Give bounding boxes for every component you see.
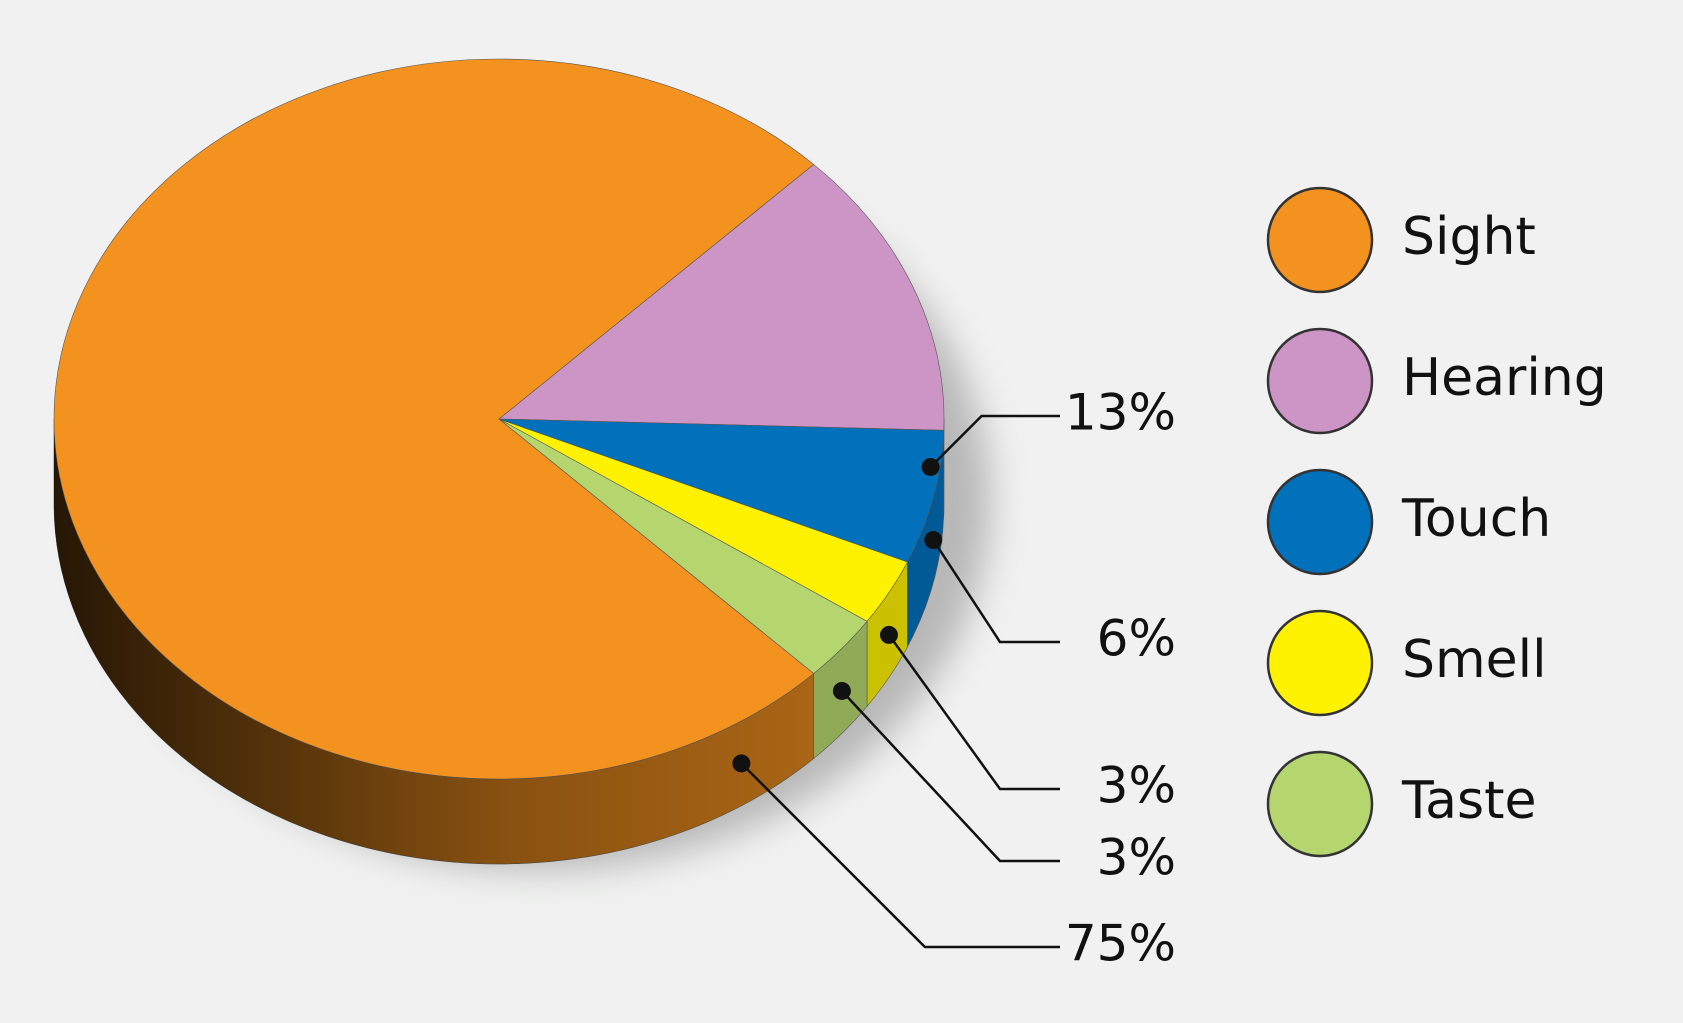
leader-dot	[924, 531, 943, 550]
legend-label: Sight	[1402, 207, 1536, 267]
side-shade	[54, 419, 814, 865]
value-label: 13%	[1065, 384, 1176, 442]
value-label: 3%	[1097, 757, 1176, 815]
leader-line	[929, 414, 1060, 468]
leader-line	[887, 634, 1060, 791]
leader-line	[740, 762, 1060, 949]
legend-swatch	[1266, 186, 1374, 294]
legend: Sight Hearing Touch Smell Taste	[1266, 186, 1607, 858]
value-label: 6%	[1097, 610, 1176, 668]
legend-label: Smell	[1402, 630, 1547, 690]
value-label: 75%	[1065, 915, 1176, 973]
leader-dot	[879, 625, 898, 644]
legend-label: Taste	[1401, 771, 1537, 831]
legend-label: Touch	[1401, 489, 1551, 549]
legend-label: Hearing	[1402, 348, 1607, 408]
legend-swatch	[1266, 609, 1374, 717]
leader-dot	[921, 457, 940, 476]
leader-dot	[832, 681, 851, 700]
slice	[498, 164, 945, 431]
leader-line	[840, 690, 1060, 863]
leader-line	[932, 539, 1060, 644]
pie-tops	[53, 58, 945, 780]
leader-dot	[732, 754, 751, 773]
legend-swatch	[1266, 468, 1374, 576]
slice	[498, 418, 945, 563]
value-label: 3%	[1097, 829, 1176, 887]
legend-swatch	[1266, 327, 1374, 435]
slice	[53, 58, 815, 780]
leaders: 13% 6% 3% 3% 75%	[732, 384, 1176, 973]
legend-swatch	[1266, 750, 1374, 858]
